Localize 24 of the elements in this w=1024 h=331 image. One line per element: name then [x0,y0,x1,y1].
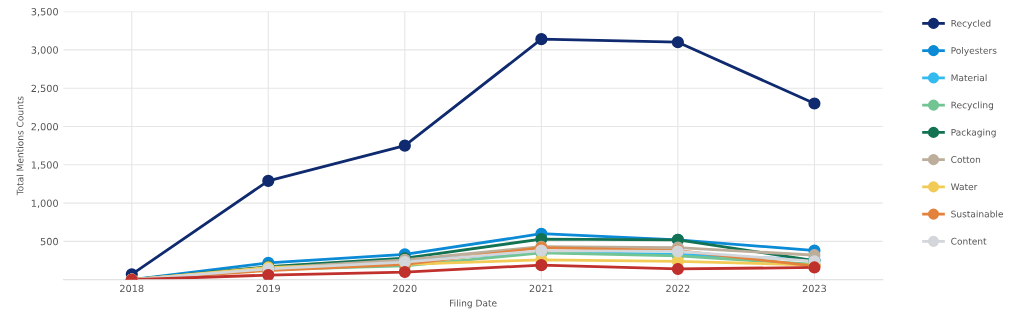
y-tick-label: 2,000 [31,122,58,132]
legend-label: Polyesters [951,46,997,56]
y-tick-label: 500 [40,237,58,246]
legend-label: Material [951,74,987,82]
x-tick-label: 2023 [802,284,827,293]
x-tick-label: 2022 [666,284,690,293]
legend-label: Cotton [951,156,981,163]
x-tick-label: 2020 [393,284,417,293]
x-axis-title: Filing Date [449,299,497,309]
y-tick-label: 3,500 [31,8,58,17]
y-tick-label: 1,000 [31,199,58,208]
legend-label: Recycling [951,101,993,111]
legend-label: Water [950,183,978,191]
y-tick-label: 2,500 [31,84,58,94]
x-tick-label: 2021 [529,284,553,293]
legend-label: Recycled [951,19,991,29]
y-axis-title: Total Mentions Counts [16,96,24,196]
legend-label: Packaging [951,128,996,138]
legend-label: Content [951,237,987,245]
y-tick-label: 1,500 [31,161,58,170]
y-tick-label: 3,000 [31,46,58,55]
x-tick-label: 2018 [120,284,144,293]
legend-label: Sustainable [951,210,1003,218]
x-tick-label: 2019 [256,284,280,293]
